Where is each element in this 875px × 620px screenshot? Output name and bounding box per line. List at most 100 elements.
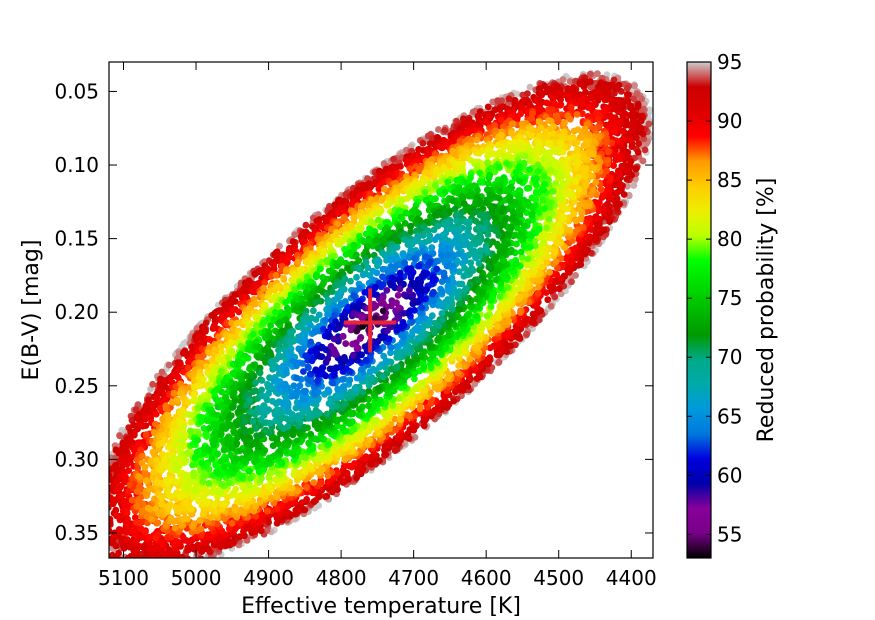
scatter-point [158, 439, 166, 447]
scatter-point [523, 330, 530, 338]
scatter-point [90, 512, 97, 519]
scatter-point [474, 343, 481, 351]
scatter-point [98, 531, 105, 538]
scatter-point [545, 117, 553, 124]
scatter-point [589, 186, 597, 194]
scatter-point [167, 514, 175, 522]
scatter-point [294, 259, 302, 266]
scatter-point [434, 134, 441, 141]
scatter-point [334, 220, 342, 228]
scatter-point [88, 500, 95, 507]
scatter-point [158, 559, 165, 566]
scatter-point [152, 505, 160, 512]
scatter-point [97, 482, 104, 489]
scatter-point [551, 293, 559, 301]
scatter-point [341, 477, 349, 485]
scatter-point [100, 512, 107, 519]
scatter-point [613, 175, 620, 183]
scatter-point [610, 162, 617, 170]
scatter-point [101, 460, 108, 467]
scatter-point [493, 351, 501, 359]
scatter-point [372, 178, 379, 186]
scatter-point [585, 104, 592, 111]
scatter-point [99, 480, 106, 487]
scatter-point [179, 349, 187, 357]
scatter-point [615, 96, 622, 104]
scatter-point [100, 467, 107, 474]
scatter-point [123, 460, 131, 468]
scatter-point [497, 131, 505, 139]
scatter-point [136, 473, 144, 481]
scatter-point [98, 534, 105, 541]
scatter-point [417, 403, 424, 411]
scatter-point [122, 473, 129, 480]
scatter-point [97, 500, 104, 507]
scatter-point [630, 182, 638, 189]
scatter-point [206, 336, 213, 343]
scatter-point [94, 545, 101, 552]
scatter-point [549, 123, 557, 130]
scatter-point [566, 226, 574, 234]
scatter-point [129, 558, 136, 565]
scatter-point [454, 369, 462, 377]
scatter-point [114, 485, 122, 492]
scatter-point [117, 559, 124, 566]
scatter-point [88, 514, 95, 521]
scatter-point [94, 488, 101, 495]
scatter-point [302, 221, 310, 229]
scatter-point [165, 361, 173, 369]
scatter-point [562, 205, 570, 213]
scatter-point [177, 360, 184, 368]
scatter-point [449, 147, 456, 155]
scatter-point [98, 471, 105, 478]
scatter-point [517, 110, 524, 118]
scatter-point [631, 82, 638, 90]
scatter-point [632, 165, 640, 173]
scatter-point [618, 162, 626, 170]
scatter-point [578, 100, 586, 108]
scatter-point [420, 386, 428, 394]
scatter-point [572, 99, 580, 107]
scatter-point [566, 135, 574, 142]
scatter-point [133, 502, 141, 510]
scatter-point [324, 478, 332, 486]
scatter-point [390, 155, 397, 163]
scatter-point [158, 368, 166, 376]
scatter-point [484, 103, 492, 111]
scatter-point [211, 346, 219, 354]
scatter-point [532, 302, 540, 309]
scatter-point [382, 451, 390, 459]
scatter-point [616, 119, 624, 126]
scatter-point [527, 132, 535, 140]
scatter-point [566, 115, 574, 123]
scatter-point [162, 402, 170, 410]
scatter-point [120, 545, 128, 552]
scatter-point [534, 96, 542, 103]
scatter-point [567, 103, 575, 111]
scatter-point [366, 436, 373, 444]
scatter-point [142, 477, 150, 484]
scatter-point [210, 502, 218, 509]
scatter-point [153, 562, 160, 569]
scatter-point [464, 128, 471, 136]
scatter-point [639, 157, 647, 165]
scatter-point [98, 490, 105, 497]
scatter-point [485, 112, 493, 120]
scatter-point [213, 316, 221, 324]
scatter-point [573, 160, 581, 168]
scatter-point [624, 148, 632, 156]
scatter-point [98, 491, 105, 498]
scatter-point [127, 558, 134, 565]
scatter-point [572, 178, 579, 186]
scatter-point [150, 563, 157, 570]
scatter-point [202, 327, 209, 335]
scatter-point [338, 204, 346, 212]
scatter-point [97, 492, 104, 499]
scatter-point [496, 106, 504, 113]
scatter-point [623, 91, 631, 98]
scatter-point [574, 145, 581, 153]
scatter-point [583, 138, 590, 145]
scatter-point [310, 479, 318, 486]
scatter-point [106, 558, 113, 565]
scatter-point [298, 499, 306, 506]
